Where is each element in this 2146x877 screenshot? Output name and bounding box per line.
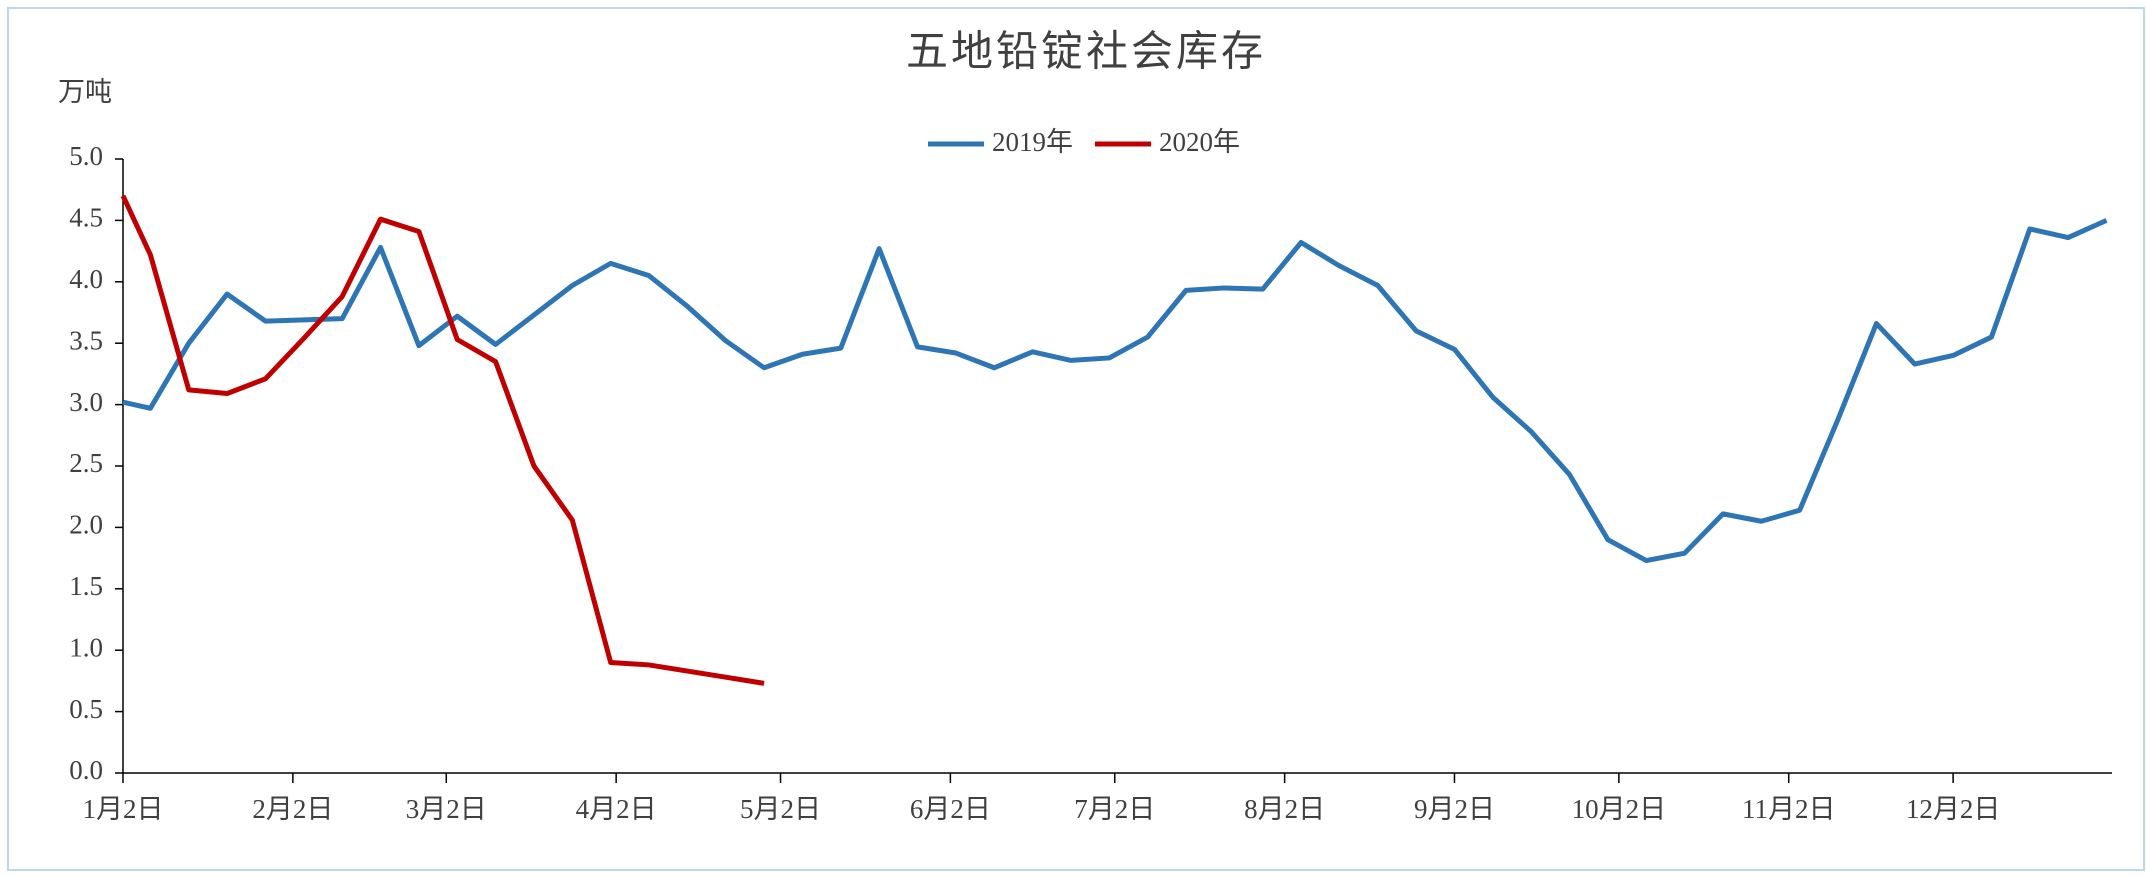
x-tick-label: 4月2日	[576, 794, 657, 824]
legend-label: 2019年	[992, 127, 1073, 157]
x-tick-label: 12月2日	[1906, 794, 2001, 824]
y-tick-label: 3.5	[69, 325, 103, 355]
y-axis-label: 万吨	[58, 77, 112, 107]
x-tick-label: 1月2日	[83, 794, 164, 824]
x-tick-label: 6月2日	[910, 794, 991, 824]
y-tick-label: 4.5	[69, 203, 103, 233]
x-tick-label: 7月2日	[1074, 794, 1155, 824]
x-tick-label: 2月2日	[252, 794, 333, 824]
legend: 2019年 2020年	[928, 127, 1240, 157]
x-tick-label: 5月2日	[740, 794, 821, 824]
x-tick-label: 9月2日	[1414, 794, 1495, 824]
y-tick-label: 3.0	[69, 387, 103, 417]
x-tick-label: 8月2日	[1244, 794, 1325, 824]
y-tick-label: 2.5	[69, 448, 103, 478]
frame	[7, 7, 2145, 871]
y-tick-label: 5.0	[69, 141, 103, 171]
x-tick-label: 11月2日	[1742, 794, 1836, 824]
x-tick-label: 3月2日	[406, 794, 487, 824]
line-series	[122, 218, 2108, 564]
y-tick-label: 2.0	[69, 510, 103, 540]
y-tick-label: 0.0	[69, 755, 103, 785]
y-tick-label: 1.0	[69, 632, 103, 662]
chart-title: 五地铅锭社会库存	[906, 30, 1266, 76]
y-tick-label: 4.0	[69, 264, 103, 294]
x-tick-label: 10月2日	[1572, 794, 1667, 824]
y-tick-label: 1.5	[69, 571, 103, 601]
legend-label: 2020年	[1159, 127, 1240, 157]
y-tick-label: 0.5	[69, 694, 103, 724]
line-series	[120, 194, 765, 686]
